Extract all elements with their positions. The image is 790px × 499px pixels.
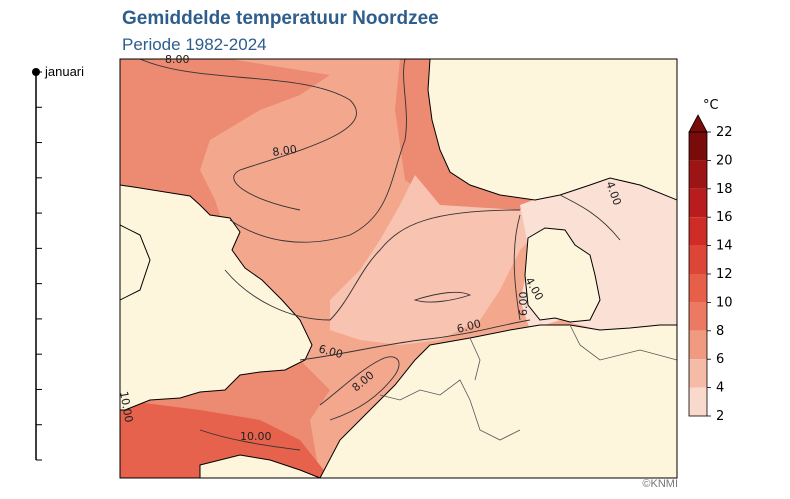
slider-handle[interactable] xyxy=(32,68,40,76)
colorbar: 22 20 18 16 14 12 10 8 6 4 2 xyxy=(688,114,733,424)
colorbar-unit: °C xyxy=(703,98,719,113)
colorbar-cell xyxy=(689,274,707,303)
credit-text: ©KNMI xyxy=(642,478,678,490)
map-frame xyxy=(119,58,678,479)
colorbar-tick-label: 6 xyxy=(716,352,724,367)
colorbar-cell xyxy=(689,330,707,360)
contour-label: 6.00 xyxy=(317,342,344,361)
isotherm-lines xyxy=(139,59,621,451)
sea-cool-zone xyxy=(330,175,545,345)
contour-label: 10.00 xyxy=(117,390,135,423)
colorbar-tick-label: 20 xyxy=(716,153,733,168)
colorbar-tick-label: 18 xyxy=(716,182,733,197)
colorbar-cell xyxy=(689,359,707,388)
slider-ticks xyxy=(36,71,42,461)
colorbar-tick-label: 14 xyxy=(716,239,733,254)
country-borders xyxy=(379,324,677,441)
colorbar-cell xyxy=(689,245,707,274)
colorbar-cells xyxy=(689,132,707,416)
land-continental-europe xyxy=(319,324,677,478)
chart-subtitle: Periode 1982-2024 xyxy=(122,35,267,54)
land-norway-sweden xyxy=(427,59,677,201)
colorbar-cell xyxy=(689,188,707,218)
contour-label: 8.00 xyxy=(165,53,190,66)
colorbar-cell xyxy=(689,217,707,246)
colorbar-cell xyxy=(689,160,707,189)
contour-label: 6.00 xyxy=(517,292,530,317)
colorbar-tick-label: 16 xyxy=(716,210,733,225)
month-slider[interactable] xyxy=(32,68,42,461)
colorbar-tick-label: 8 xyxy=(716,324,724,339)
colorbar-tick-label: 2 xyxy=(716,409,724,424)
colorbar-tick-label: 12 xyxy=(716,267,733,282)
chart-title: Gemiddelde temperatuur Noordzee xyxy=(122,8,439,29)
colorbar-tick-label: 10 xyxy=(716,295,733,310)
current-month-label: januari xyxy=(45,64,85,79)
colorbar-cell xyxy=(689,132,707,161)
land-great-britain xyxy=(120,184,313,411)
colorbar-cell xyxy=(689,302,707,331)
contour-label: 10.00 xyxy=(240,430,272,443)
colorbar-extend-arrow xyxy=(688,114,708,133)
north-sea-map: 8.00 8.00 8.00 6.00 6.00 6.00 4.00 4.00 … xyxy=(117,53,678,479)
colorbar-tick-labels: 22 20 18 16 14 12 10 8 6 4 2 xyxy=(707,125,733,424)
land-france xyxy=(199,454,321,478)
colorbar-tick-label: 22 xyxy=(716,125,733,140)
land-denmark xyxy=(524,227,601,323)
colorbar-cell xyxy=(689,387,707,416)
contour-label: 8.00 xyxy=(272,143,298,159)
channel-hot-zone xyxy=(120,400,330,478)
contour-label: 6.00 xyxy=(455,317,482,336)
colorbar-tick-label: 4 xyxy=(716,381,724,396)
